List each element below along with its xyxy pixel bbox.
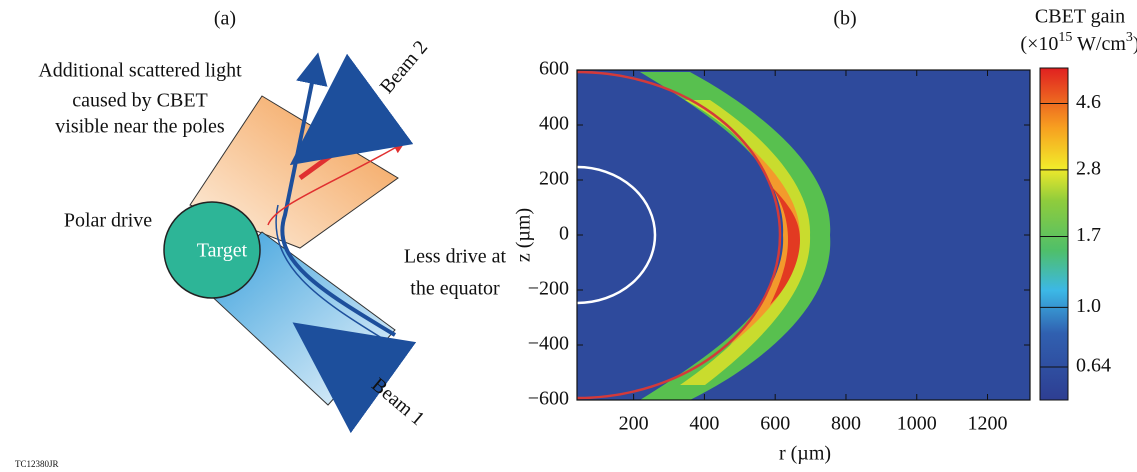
y-axis-label: z (µm) xyxy=(513,208,535,262)
unit-sup: 15 xyxy=(1058,30,1072,45)
x-axis-label: r (µm) xyxy=(779,443,831,465)
unit-part: ) xyxy=(1133,33,1137,55)
colorbar-title: CBET gain xyxy=(1035,6,1125,28)
annotation: Less drive at xyxy=(404,246,507,268)
annotation: visible near the poles xyxy=(55,116,225,138)
heatmap xyxy=(577,70,1030,400)
annotation: the equator xyxy=(410,278,500,300)
beam-label: Beam 1 xyxy=(367,374,428,430)
unit-sup: 3 xyxy=(1126,30,1133,45)
x-tick-label: 1000 xyxy=(897,413,937,435)
y-tick-label: 0 xyxy=(559,223,569,245)
x-tick-label: 600 xyxy=(760,413,790,435)
panel-a: (a) Additional scattered light caused by… xyxy=(15,8,507,469)
beam-2-arrow xyxy=(289,53,414,166)
target-label: Target xyxy=(197,240,248,262)
colorbar-tick-label: 1.0 xyxy=(1076,295,1101,317)
scattered-ray xyxy=(280,52,397,337)
panel-label: (a) xyxy=(214,8,236,30)
y-tick-label: −200 xyxy=(528,278,569,300)
x-tick-label: 1200 xyxy=(968,413,1008,435)
y-tick-label: −400 xyxy=(528,333,569,355)
y-tick-label: 200 xyxy=(539,168,569,190)
y-tick-label: −600 xyxy=(528,388,569,410)
unit-part: W/cm xyxy=(1072,33,1126,55)
x-tick-label: 400 xyxy=(689,413,719,435)
beam-1-arrow xyxy=(292,322,417,434)
panel-label: (b) xyxy=(833,8,856,30)
y-tick-label: 400 xyxy=(539,113,569,135)
colorbar-tick-label: 1.7 xyxy=(1076,224,1101,246)
annotation: Additional scattered light xyxy=(38,60,242,82)
colorbar-tick-label: 4.6 xyxy=(1076,91,1101,113)
panel-b: (b) r (µm) z (µm) CBET gain (×1015 W/cm3… xyxy=(513,6,1137,465)
unit-part: (×10 xyxy=(1020,33,1058,55)
annotation: Polar drive xyxy=(64,210,152,232)
colorbar-tick-label: 2.8 xyxy=(1076,157,1101,179)
colorbar-tick-label: 0.64 xyxy=(1076,355,1111,377)
beam-label: Beam 2 xyxy=(376,36,432,97)
figure-id: TC12380JR xyxy=(15,459,59,469)
annotation: caused by CBET xyxy=(72,90,208,112)
colorbar-unit: (×1015 W/cm3) xyxy=(1020,30,1137,54)
colorbar xyxy=(1039,67,1069,401)
target-circle xyxy=(163,201,261,299)
y-tick-label: 600 xyxy=(539,58,569,80)
x-tick-label: 200 xyxy=(619,413,649,435)
x-tick-label: 800 xyxy=(831,413,861,435)
